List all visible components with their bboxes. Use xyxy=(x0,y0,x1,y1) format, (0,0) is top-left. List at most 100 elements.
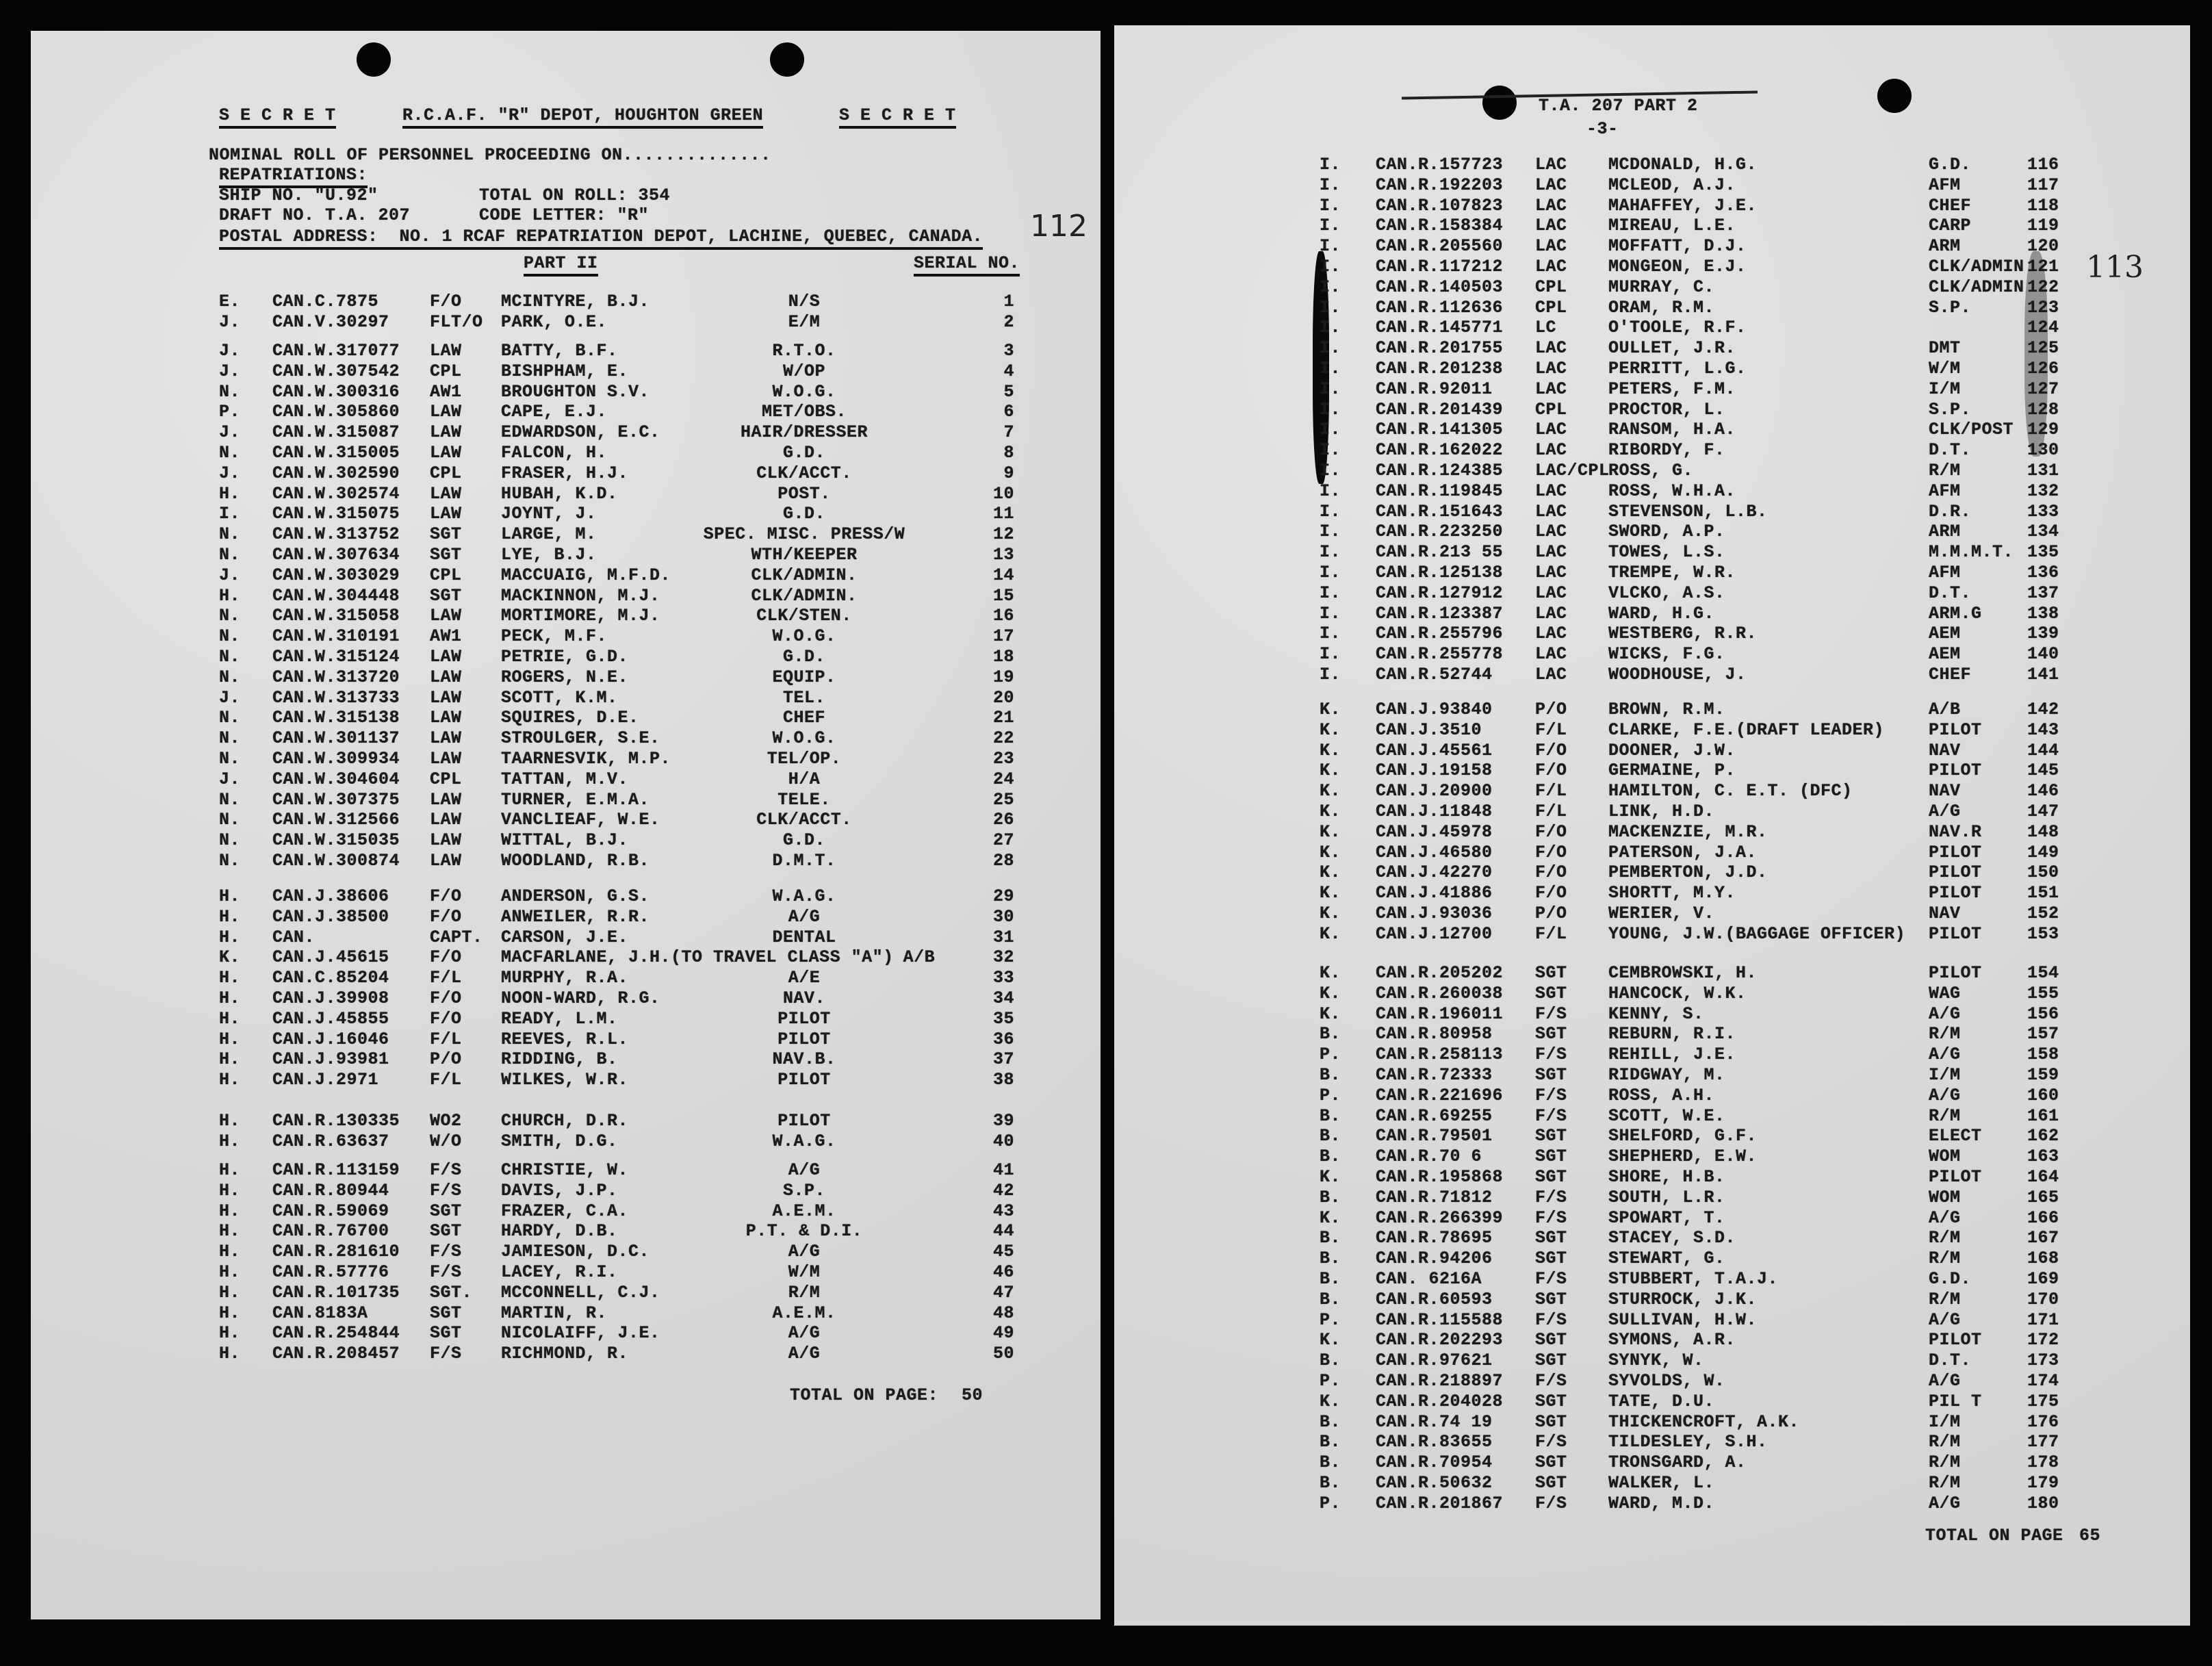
name: STEWART, G. xyxy=(1608,1248,1725,1269)
serial-number: 136 xyxy=(2027,563,2059,582)
rank: LAW xyxy=(430,708,462,728)
serial-number: 169 xyxy=(2027,1269,2059,1289)
rank: SGT xyxy=(1535,1411,1567,1432)
serial-number: 152 xyxy=(2027,904,2059,923)
letter: I. xyxy=(1320,603,1341,624)
serial-number: 166 xyxy=(2027,1207,2059,1228)
serial-number: 148 xyxy=(2027,821,2059,842)
rank: FLT/O xyxy=(430,311,483,332)
trade: ARM xyxy=(1929,522,1961,542)
rank: LAC xyxy=(1535,522,1567,542)
name: MORTIMORE, M.J. xyxy=(501,606,660,626)
table-row: B. CAN.R.72333 SGT RIDGWAY, M. I/M 159 xyxy=(1114,1066,2190,1086)
table-row: I. CAN.R.119845 LAC ROSS, W.H.A. AFM 132 xyxy=(1114,480,2190,502)
name: SCOTT, K.M. xyxy=(501,687,618,708)
name: SCOTT, W.E. xyxy=(1608,1105,1725,1126)
table-row: H. CAN.J.45855 F/O READY, L.M. PILOT 35 xyxy=(31,1008,1101,1030)
rank: F/O xyxy=(430,988,462,1008)
table-row: J. CAN.W.317077 LAW BATTY, B.F. R.T.O. 3 xyxy=(31,342,1101,362)
rank: SGT xyxy=(1535,1065,1567,1085)
name: LARGE, M. xyxy=(501,524,597,545)
table-row: J. CAN.V.30297 FLT/O PARK, O.E. E/M 2 xyxy=(31,311,1101,333)
trade: W.O.G. xyxy=(772,381,836,402)
table-row: B. CAN.R.97621 SGT SYNYK, W. D.T. 173 xyxy=(1114,1351,2190,1372)
serial-number: 8 xyxy=(1003,443,1014,463)
serial-number: 7 xyxy=(1003,422,1014,443)
letter: H. xyxy=(219,1201,241,1221)
table-row: P. CAN.R.258113 F/S REHILL, J.E. A/G 158 xyxy=(1114,1045,2190,1066)
rank: F/L xyxy=(1535,802,1567,821)
total-on-page-value: 65 xyxy=(2079,1526,2101,1546)
serial-number: 174 xyxy=(2027,1371,2059,1391)
serial-number: 159 xyxy=(2027,1065,2059,1085)
trade: CLK/ACCT. xyxy=(756,810,852,830)
rank: LAW xyxy=(430,851,462,871)
service-number: CAN.R.80944 xyxy=(272,1180,389,1201)
letter: H. xyxy=(219,886,241,906)
name: YOUNG, J.W.(BAGGAGE OFFICER) xyxy=(1608,923,1906,944)
trade: PILOT xyxy=(1929,963,1982,983)
trade: PILOT xyxy=(777,1111,831,1131)
trade: N/S xyxy=(788,292,821,311)
service-number: CAN.J.38606 xyxy=(272,886,389,906)
letter: H. xyxy=(219,585,241,606)
right-document-page: T.A. 207 PART 2 -3- 113 I. CAN.R.157723 LA… xyxy=(1114,25,2190,1626)
serial-number: 126 xyxy=(2027,359,2059,379)
rank: AW1 xyxy=(430,626,462,647)
trade: AEM xyxy=(1929,624,1961,644)
name: WARD, H.G. xyxy=(1608,603,1715,624)
name: SULLIVAN, H.W. xyxy=(1608,1309,1758,1330)
serial-number: 180 xyxy=(2027,1493,2059,1513)
serial-number: 119 xyxy=(2027,216,2059,236)
rank: SGT xyxy=(1535,1126,1567,1146)
name: BROUGHTON S.V. xyxy=(501,381,650,402)
service-number: CAN.J.19158 xyxy=(1376,760,1493,781)
name: SHEPHERD, E.W. xyxy=(1608,1146,1758,1167)
rank: LAW xyxy=(430,687,462,708)
trade: CHEF xyxy=(1929,195,1972,216)
name: TURNER, E.M.A. xyxy=(501,789,650,810)
table-row: N. CAN.W.313752 SGT LARGE, M. SPEC. MISC. PR… xyxy=(31,525,1101,546)
name: STROULGER, S.E. xyxy=(501,728,660,749)
trade: EQUIP. xyxy=(772,667,836,687)
trade: CLK/POST xyxy=(1929,420,2014,440)
rank: SGT xyxy=(430,585,462,606)
name: JAMIESON, D.C. xyxy=(501,1242,650,1262)
service-number: CAN. 6216A xyxy=(1376,1269,1482,1289)
table-row: H. CAN.R.57776 F/S LACEY, R.I. W/M 46 xyxy=(31,1263,1101,1283)
punch-hole xyxy=(1482,86,1517,120)
name: O'TOOLE, R.F. xyxy=(1608,318,1747,338)
trade: CLK/ADMIN. xyxy=(751,565,858,585)
service-number: CAN.R.74 19 xyxy=(1376,1411,1493,1432)
table-row: I. CAN.R.112636 CPL ORAM, R.M. S.P. 123 xyxy=(1114,298,2190,319)
rank: LAC xyxy=(1535,480,1567,501)
rank: F/S xyxy=(430,1262,462,1282)
letter: B. xyxy=(1320,1350,1341,1371)
table-row: I. CAN.R.92011 LAC PETERS, F.M. I/M 127 xyxy=(1114,379,2190,400)
trade: PILOT xyxy=(1929,923,1982,944)
service-number: CAN.R.80958 xyxy=(1376,1024,1493,1045)
table-row: N. CAN.W.300316 AW1 BROUGHTON S.V. W.O.G. 5 xyxy=(31,381,1101,403)
serial-number: 146 xyxy=(2027,781,2059,802)
trade: A/G xyxy=(1929,1207,1961,1228)
name: REHILL, J.E. xyxy=(1608,1045,1736,1065)
rank: LAW xyxy=(430,483,462,504)
service-number: CAN.J.45978 xyxy=(1376,821,1493,842)
letter: K. xyxy=(1320,983,1341,1003)
name: READY, L.M. xyxy=(501,1008,618,1029)
letter: I. xyxy=(1320,216,1341,236)
name: MACFARLANE, J.H.(TO TRAVEL CLASS "A") xyxy=(501,947,894,968)
trade: PILOT xyxy=(1929,1167,1982,1187)
serial-number: 17 xyxy=(992,626,1014,647)
serial-number: 125 xyxy=(2027,338,2059,359)
rank: F/O xyxy=(1535,883,1567,904)
name: MCCONNELL, C.J. xyxy=(501,1282,660,1303)
table-row: H. CAN.R.59069 SGT FRAZER, C.A. A.E.M. 43 xyxy=(31,1201,1101,1222)
name: MAHAFFEY, J.E. xyxy=(1608,195,1758,216)
rank: LAC xyxy=(1535,665,1567,684)
trade: AFM xyxy=(1929,480,1961,501)
rank: F/L xyxy=(1535,719,1567,740)
letter: J. xyxy=(219,311,241,332)
letter: H. xyxy=(219,1303,241,1323)
rank: F/O xyxy=(1535,821,1567,842)
